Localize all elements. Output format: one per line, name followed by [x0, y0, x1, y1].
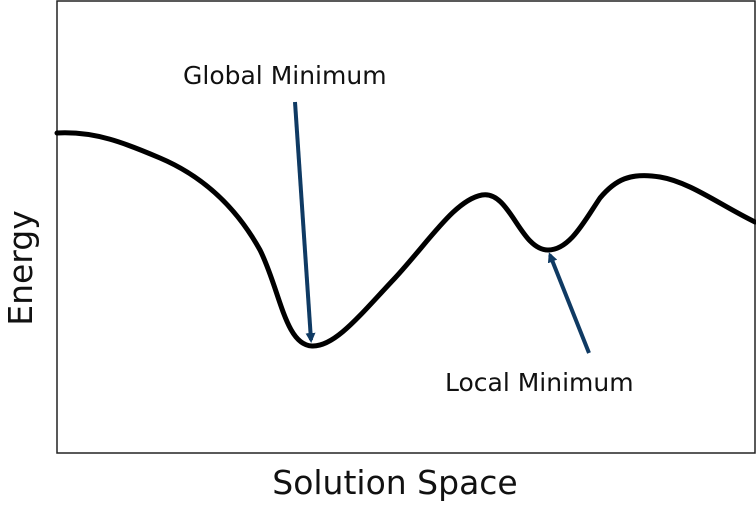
global-minimum-label: Global Minimum — [183, 61, 387, 90]
x-axis-label: Solution Space — [272, 463, 518, 502]
energy-curve — [54, 130, 756, 349]
plot-frame — [56, 0, 756, 454]
global-minimum-arrow — [293, 101, 316, 343]
y-axis-label: Energy — [1, 210, 40, 326]
local-minimum-arrow — [547, 252, 591, 354]
local-minimum-label: Local Minimum — [445, 368, 634, 397]
